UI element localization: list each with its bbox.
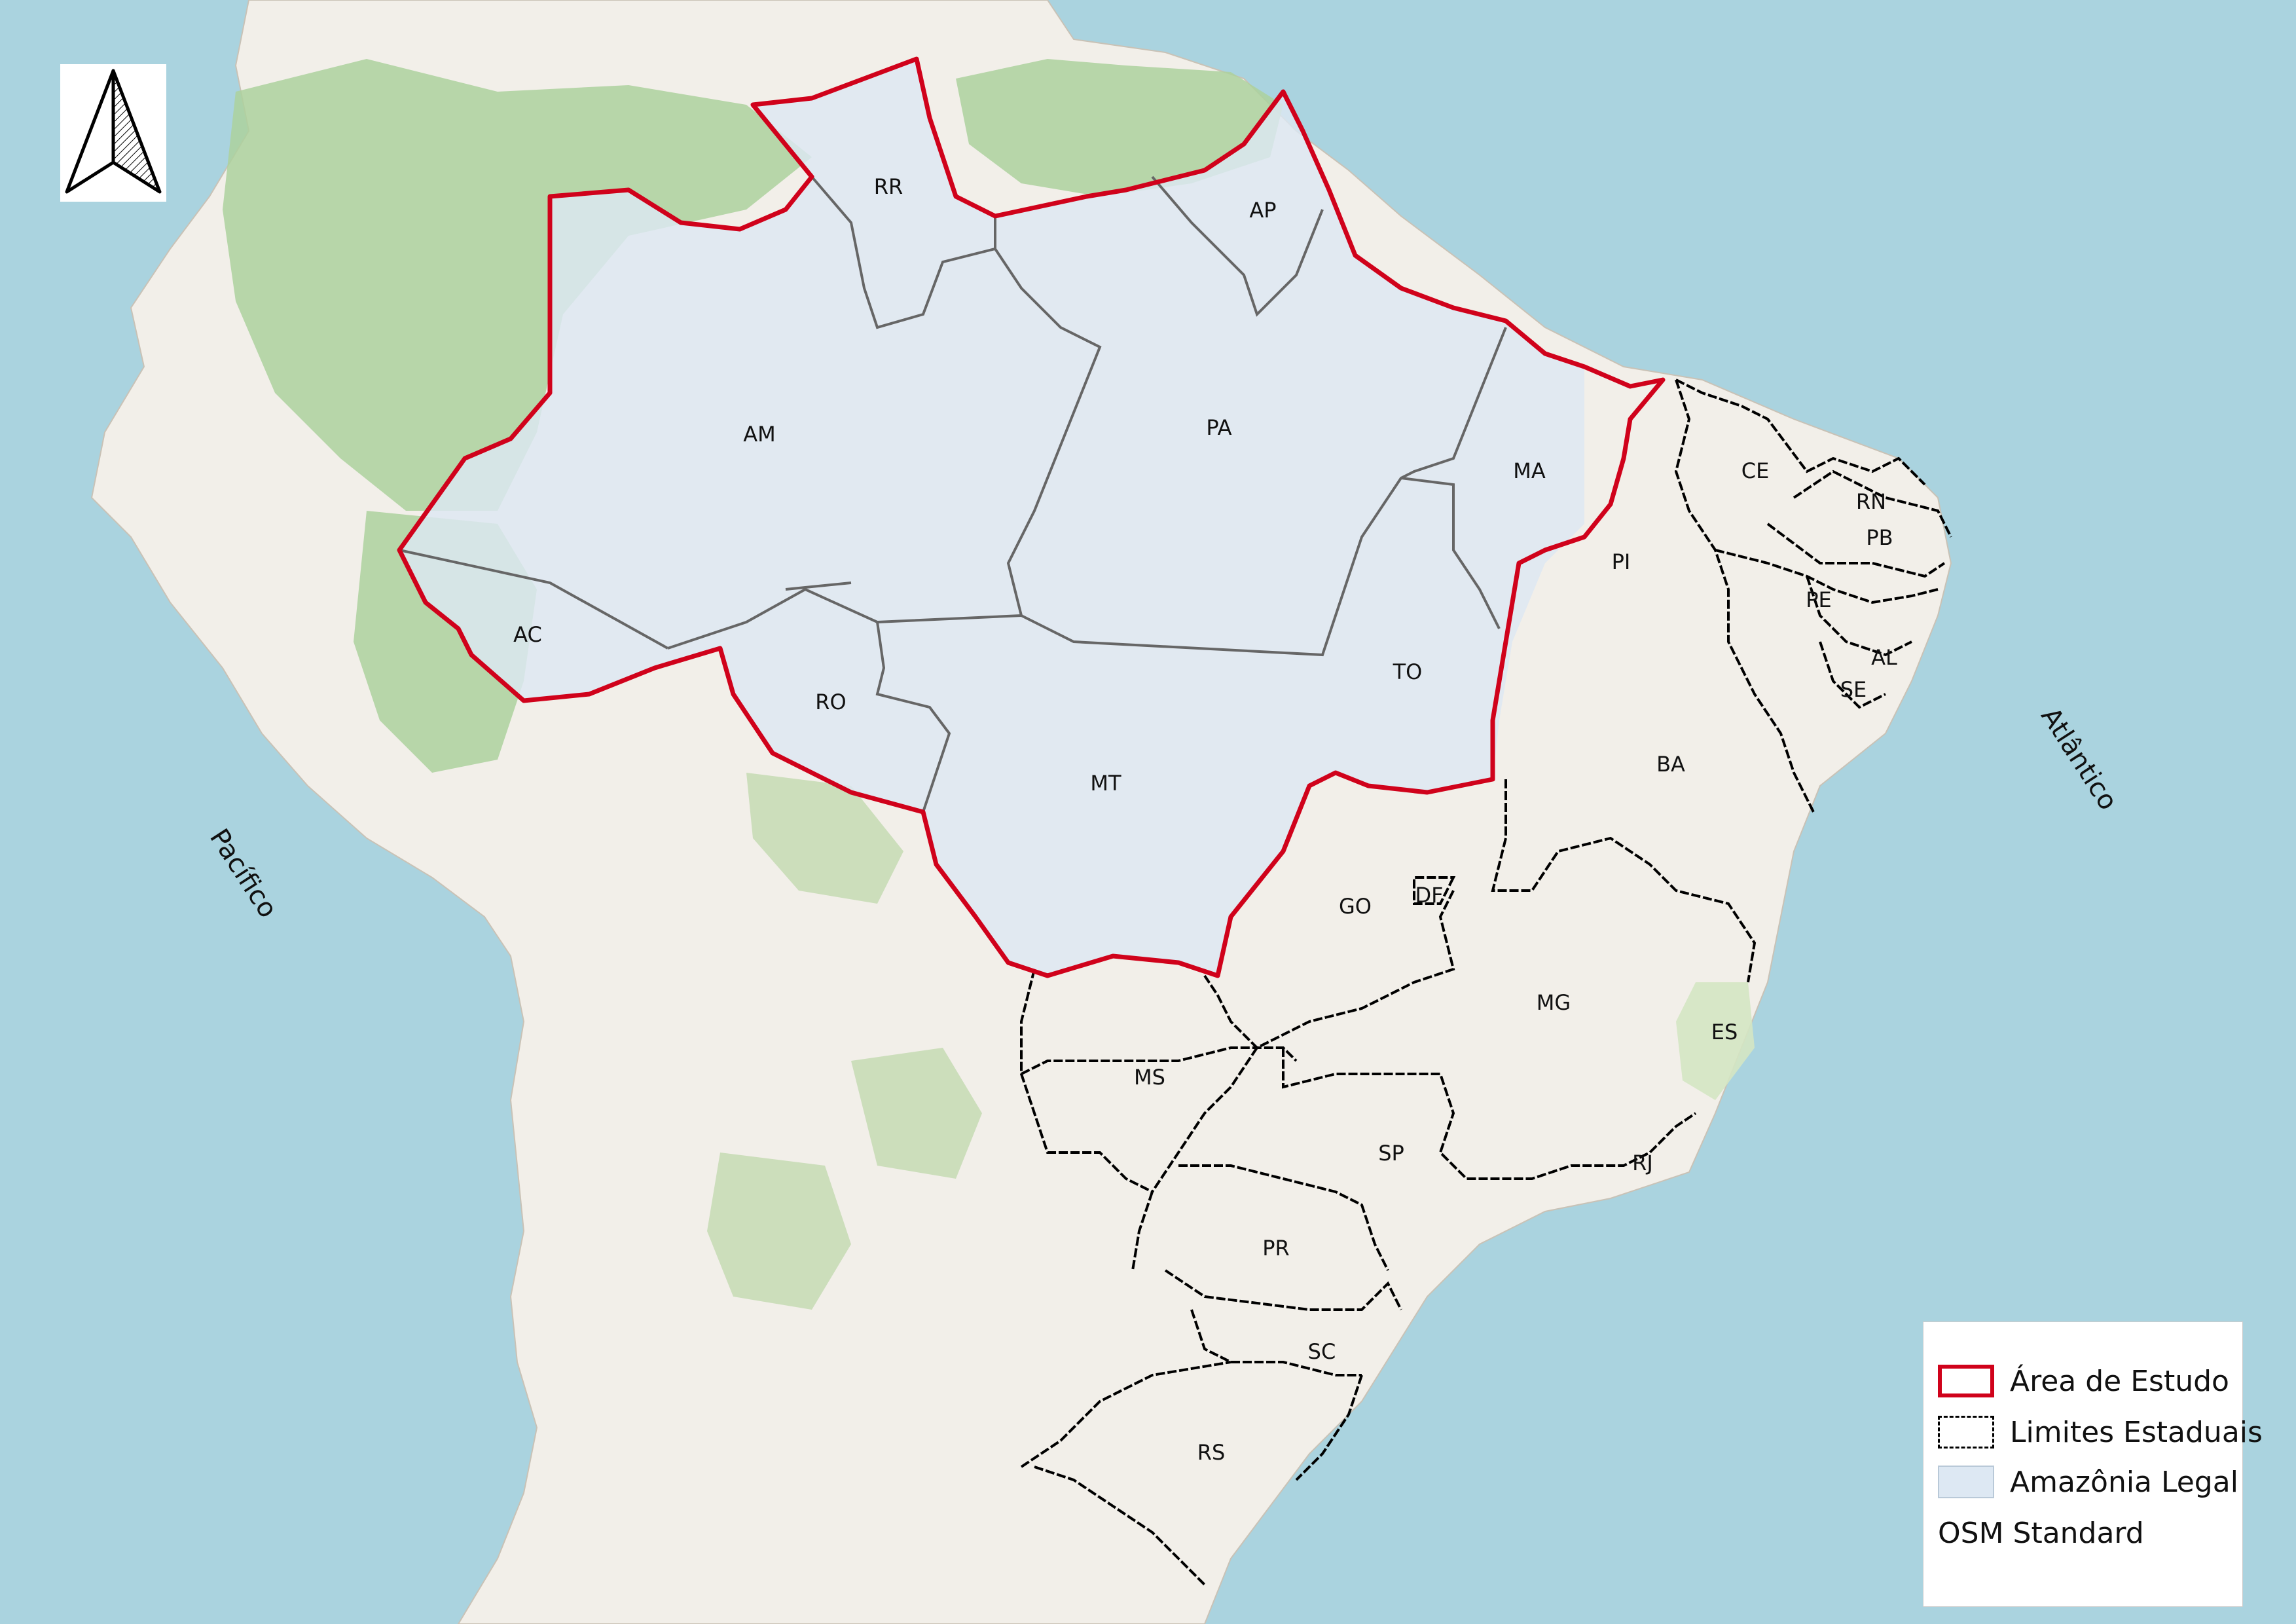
study-area-border [397,56,1666,978]
state-label-ap: AP [1249,198,1276,223]
state-label-rr: RR [874,174,903,199]
state-label-pi: PI [1612,549,1631,574]
state-limit-borders [1020,378,1952,1586]
state-label-mg: MG [1537,990,1571,1015]
state-labels: RR AP AM PA MA CE RN PB PI PE AC AL TO S… [513,174,1897,1465]
state-label-sc: SC [1308,1339,1336,1364]
state-label-ro: RO [815,690,846,714]
state-label-se: SE [1840,677,1867,702]
legend-item-legal-amazon: Amazônia Legal [1938,1461,2238,1503]
state-label-pr: PR [1262,1236,1290,1261]
state-label-mt: MT [1090,771,1121,796]
state-label-ce: CE [1741,458,1770,483]
legend-swatch-legal-amazon [1938,1466,1994,1498]
legend-item-basemap: OSM Standard [1938,1512,2144,1554]
state-label-es: ES [1711,1020,1738,1044]
state-label-ma: MA [1513,458,1546,483]
state-label-rj: RJ [1632,1151,1653,1175]
state-label-rs: RS [1197,1440,1226,1465]
north-arrow-panel [60,64,166,202]
legal-amazon-area [399,59,1584,976]
legend: Área de Estudo Limites Estaduais Amazôni… [1923,1321,2263,1607]
state-label-rn: RN [1856,489,1886,514]
state-label-df: DF [1415,883,1443,908]
forest-patch-guiana [956,59,1283,196]
legend-item-study-area: Área de Estudo [1938,1360,2229,1402]
legend-swatch-state-limits [1938,1416,1994,1449]
state-label-pb: PB [1866,525,1893,550]
state-label-pe: PE [1806,587,1832,612]
legend-label-study-area: Área de Estudo [2010,1364,2229,1398]
state-label-sp: SP [1378,1141,1404,1166]
legend-label-legal-amazon: Amazônia Legal [2010,1465,2238,1499]
north-arrow-icon [65,69,162,194]
state-label-am: AM [743,422,776,447]
state-label-pa: PA [1206,415,1231,440]
state-label-al: AL [1871,645,1897,670]
state-label-go: GO [1339,894,1372,919]
state-label-ac: AC [513,622,542,647]
forest-patch-north [223,59,812,511]
legend-swatch-study-area [1938,1365,1994,1397]
legend-item-state-limits: Limites Estaduais [1938,1411,2263,1453]
forest-patch-es [1676,982,1755,1100]
amazon-internal-borders [399,175,1507,813]
legend-label-basemap: OSM Standard [1938,1516,2144,1550]
forest-patch-paraguay [851,1048,982,1179]
state-label-ba: BA [1656,752,1685,777]
forest-patch-argentina [707,1153,851,1310]
state-label-to: TO [1393,659,1423,684]
forest-patch-bolivia [746,773,903,904]
legend-label-state-limits: Limites Estaduais [2010,1415,2263,1449]
state-label-ms: MS [1134,1065,1165,1090]
